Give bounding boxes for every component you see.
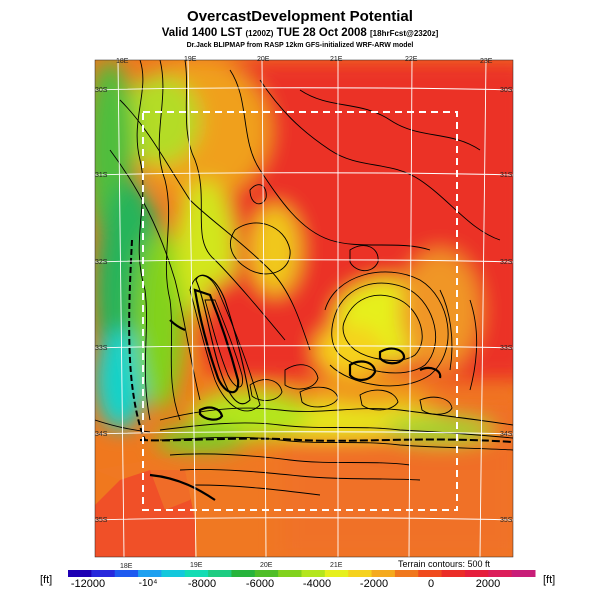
- valid-date: TUE 28 Oct 2008: [276, 27, 367, 39]
- colorbar-swatch: [138, 570, 162, 577]
- colorbar-swatch: [371, 570, 396, 577]
- colorbar-swatch: [91, 570, 116, 577]
- colorbar-swatch: [208, 570, 232, 577]
- lat-label-left: 32S: [95, 259, 108, 266]
- colorbar-swatch: [394, 570, 419, 577]
- colorbar-swatch: [511, 570, 536, 577]
- lat-label-right: 31S: [500, 172, 513, 179]
- colorbar-swatch: [348, 570, 373, 577]
- lon-label-top: 20E: [257, 56, 270, 63]
- lat-label-right: 30S: [500, 87, 513, 94]
- colorbar-swatch: [184, 570, 209, 577]
- lon-label-top: 22E: [405, 56, 418, 63]
- lon-label-top: 19E: [184, 56, 197, 63]
- lat-label-left: 33S: [95, 345, 108, 352]
- colorbar-tick: -12000: [70, 578, 106, 590]
- map-title: OvercastDevelopment Potential: [187, 8, 413, 25]
- west-coastline: [128, 239, 146, 441]
- colorbar-unit-right: [ft]: [543, 574, 556, 586]
- colorbar-tick: -4000: [302, 578, 332, 590]
- colorbar-tick: -6000: [245, 578, 275, 590]
- lon-label-top: 21E: [330, 56, 343, 63]
- thick-contours: [149, 288, 442, 501]
- lat-label-left: 34S: [95, 431, 108, 438]
- model-credit: Dr.Jack BLIPMAP from RASP 12km GFS-initi…: [186, 42, 414, 49]
- lon-label-bottom: 19E: [190, 562, 203, 569]
- colorbar-swatch: [464, 570, 489, 577]
- lat-label-left: 35S: [95, 517, 108, 524]
- lat-label-right: 35S: [500, 517, 513, 524]
- colorbar-swatch: [278, 570, 302, 577]
- lon-label-top: 23E: [480, 58, 493, 65]
- grid-labels: 18E 19E 20E 21E 22E 23E 18E 19E 20E 21E …: [95, 56, 513, 570]
- colorbar-tick: 0: [427, 578, 435, 590]
- colorbar-swatch: [68, 570, 92, 577]
- colorbar-swatch: [161, 570, 186, 577]
- colorbar-swatch: [301, 570, 326, 577]
- lon-label-bottom: 18E: [120, 563, 133, 570]
- lon-label-top: 18E: [116, 58, 129, 65]
- colorbar-tick: -8000: [187, 578, 217, 590]
- lon-label-bottom: 20E: [260, 562, 273, 569]
- valid-utc: (1200Z): [245, 29, 274, 38]
- coastline: [139, 437, 514, 443]
- colorbar-swatch: [231, 570, 256, 577]
- lat-label-left: 30S: [95, 87, 108, 94]
- colorbar-swatch: [254, 570, 279, 577]
- terrain-contour-note: Terrain contours: 500 ft: [398, 559, 491, 569]
- colorbar-swatch: [324, 570, 349, 577]
- colorbar-tick: -10⁴: [138, 578, 158, 589]
- color-field: [95, 60, 513, 557]
- valid-time: Valid 1400 LST (1200Z) TUE 28 Oct 2008 […: [0, 27, 600, 39]
- colorbar-tick: -2000: [359, 578, 389, 590]
- colorbar-tick: 2000: [475, 578, 501, 590]
- lat-label-right: 33S: [500, 345, 513, 352]
- colorbar-swatch: [488, 570, 513, 577]
- inner-domain-boundary: [142, 111, 458, 511]
- colorbar: [68, 570, 536, 577]
- map-frame: [94, 59, 514, 558]
- lon-label-bottom: 21E: [330, 562, 343, 569]
- lat-label-left: 31S: [95, 172, 108, 179]
- colorbar-swatch: [441, 570, 466, 577]
- colorbar-swatch: [114, 570, 139, 577]
- lat-label-right: 32S: [500, 259, 513, 266]
- colorbar-unit-left: [ft]: [40, 574, 53, 586]
- forecast-info: [18hrFcst@2320z]: [370, 29, 439, 38]
- valid-main: Valid 1400 LST: [161, 27, 243, 39]
- lat-label-right: 34S: [500, 431, 513, 438]
- colorbar-swatch: [418, 570, 443, 577]
- terrain-contours: [95, 60, 513, 496]
